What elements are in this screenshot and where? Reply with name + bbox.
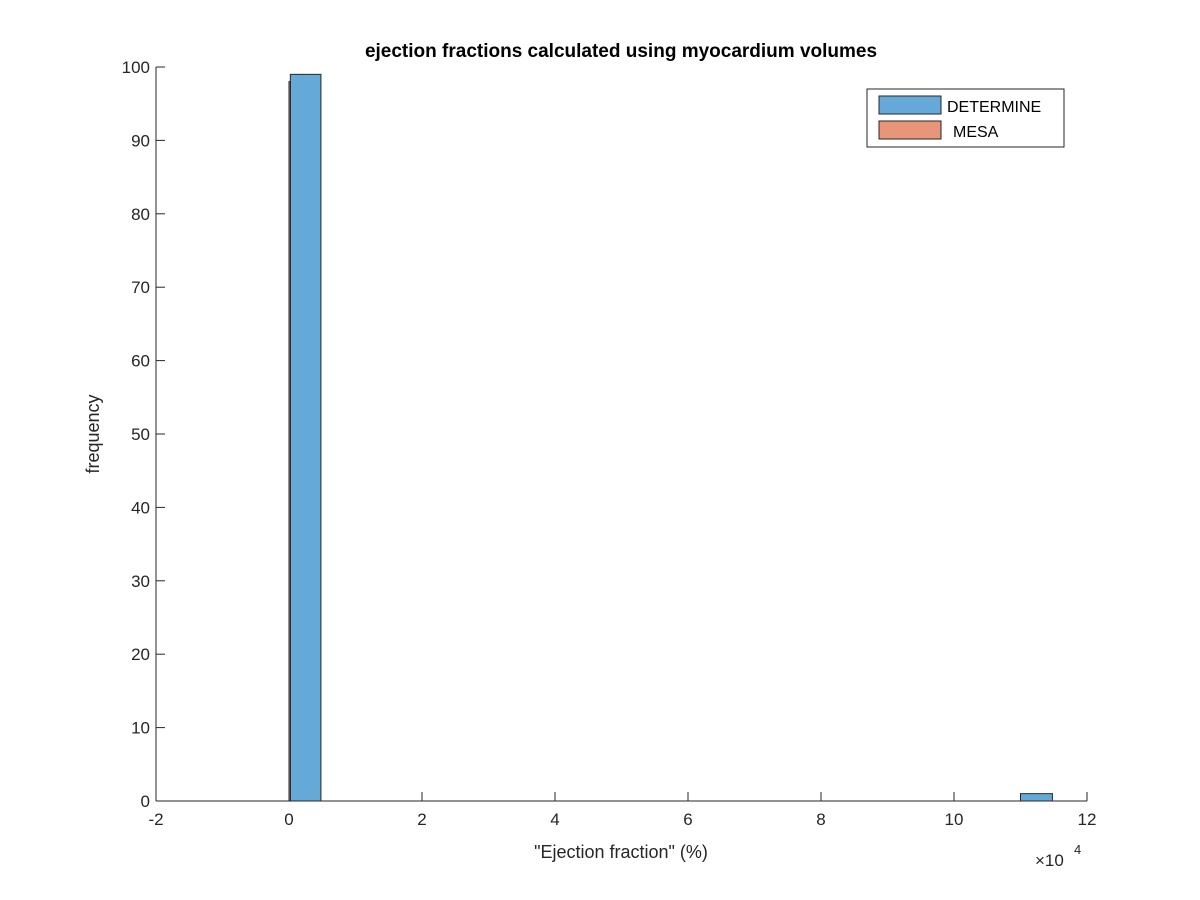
- x-tick-label-5: 8: [816, 810, 825, 829]
- legend-swatch-mesa: [878, 120, 942, 140]
- legend-swatch-determine: [878, 95, 942, 115]
- y-tick-label-3: 30: [131, 572, 150, 591]
- legend-label-mesa: MESA: [953, 124, 999, 141]
- x-tick-label-2: 2: [417, 810, 426, 829]
- x-exponent-base: ×10: [1035, 851, 1064, 870]
- y-tick-label-0: 0: [141, 792, 150, 811]
- legend: DETERMINE MESA: [866, 88, 1065, 148]
- x-exponent-power: 4: [1074, 842, 1081, 857]
- y-ticks: 0 10 20 30 40 50 60 70 80 90 100: [122, 58, 165, 811]
- x-tick-label-3: 4: [550, 810, 559, 829]
- bar-determine-1: [1020, 793, 1053, 802]
- x-tick-label-1: 0: [284, 810, 293, 829]
- y-tick-label-7: 70: [131, 278, 150, 297]
- y-tick-label-9: 90: [131, 131, 150, 150]
- y-tick-label-1: 10: [131, 719, 150, 738]
- y-tick-label-6: 60: [131, 352, 150, 371]
- bar-determine-0: [289, 73, 322, 802]
- y-axis-label: frequency: [83, 394, 103, 473]
- chart-title: ejection fractions calculated using myoc…: [365, 41, 877, 62]
- x-tick-label-0: -2: [148, 810, 163, 829]
- y-tick-label-5: 50: [131, 425, 150, 444]
- y-tick-label-10: 100: [122, 58, 150, 77]
- y-tick-label-2: 20: [131, 645, 150, 664]
- bars-group: [288, 73, 1053, 802]
- y-tick-label-4: 40: [131, 498, 150, 517]
- x-axis-exponent: ×10 4: [1035, 842, 1081, 870]
- bar-mesa-0: [288, 81, 291, 802]
- legend-label-determine: DETERMINE: [947, 99, 1041, 116]
- x-tick-label-6: 10: [945, 810, 964, 829]
- x-tick-label-4: 6: [683, 810, 692, 829]
- y-tick-label-8: 80: [131, 205, 150, 224]
- x-axis-label: "Ejection fraction" (%): [534, 842, 708, 862]
- x-tick-label-7: 12: [1078, 810, 1097, 829]
- x-ticks: -2 0 2 4 6 8 10 12: [148, 792, 1096, 829]
